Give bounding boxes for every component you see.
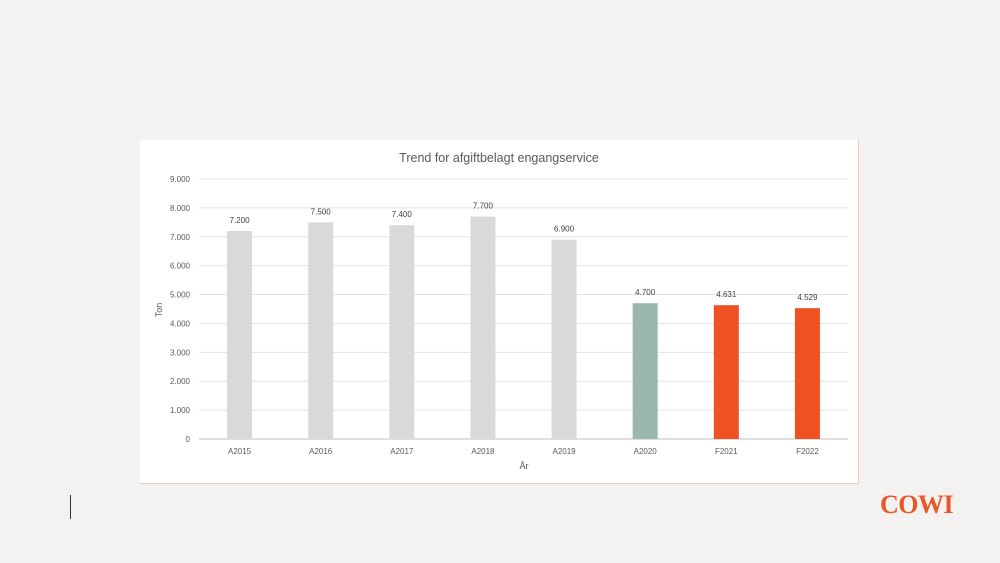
y-tick-label: 1.000 [170, 406, 191, 415]
y-tick-label: 7.000 [170, 233, 191, 242]
x-tick-label: A2017 [390, 447, 414, 456]
x-tick-label: F2022 [796, 447, 819, 456]
y-tick-label: 6.000 [170, 262, 191, 271]
x-axis-label: År [520, 461, 529, 471]
bars: 7.200 7.500 7.400 7.700 6.900 4.700 4.631 4.529 [227, 202, 820, 439]
y-tick-label: 3.000 [170, 348, 191, 357]
data-label: 4.631 [716, 290, 737, 299]
data-label: 4.529 [797, 293, 818, 302]
data-label: 7.700 [473, 202, 494, 211]
bar [713, 305, 739, 439]
bar [794, 308, 820, 439]
bar [551, 239, 577, 439]
chart-title: Trend for afgiftbelagt engangservice [399, 151, 599, 165]
y-tick-labels: 0 1.000 2.000 3.000 4.000 5.000 6.000 7.000 8.00… [170, 175, 191, 444]
y-tick-label: 5.000 [170, 291, 191, 300]
y-tick-label: 9.000 [170, 175, 191, 184]
bar-chart: Trend for afgiftbelagt engangservice Ton… [154, 151, 848, 471]
chart-panel: Trend for afgiftbelagt engangservice Ton… [140, 140, 859, 484]
x-tick-label: F2021 [715, 447, 738, 456]
bar [632, 303, 658, 439]
data-label: 4.700 [635, 288, 656, 297]
y-tick-label: 0 [186, 435, 191, 444]
gridlines [199, 178, 848, 440]
y-axis-label: Ton [154, 303, 164, 318]
bar [308, 222, 334, 439]
x-tick-label: A2018 [471, 447, 495, 456]
x-tick-label: A2019 [552, 447, 576, 456]
x-tick-labels: A2015 A2016 A2017 A2018 A2019 A2020 F2021 F2022 [228, 447, 819, 456]
cowi-logo: COWI [880, 490, 954, 519]
data-label: 7.400 [392, 210, 413, 219]
y-tick-label: 4.000 [170, 319, 191, 328]
bar [470, 216, 496, 439]
data-label: 6.900 [554, 225, 575, 234]
data-label: 7.200 [230, 216, 251, 225]
data-label: 7.500 [311, 207, 332, 216]
x-tick-label: A2016 [309, 447, 333, 456]
x-tick-label: A2015 [228, 447, 252, 456]
bar [227, 231, 253, 439]
divider-line [70, 495, 71, 519]
y-tick-label: 8.000 [170, 204, 191, 213]
y-tick-label: 2.000 [170, 377, 191, 386]
bar [389, 225, 415, 439]
x-tick-label: A2020 [634, 447, 658, 456]
